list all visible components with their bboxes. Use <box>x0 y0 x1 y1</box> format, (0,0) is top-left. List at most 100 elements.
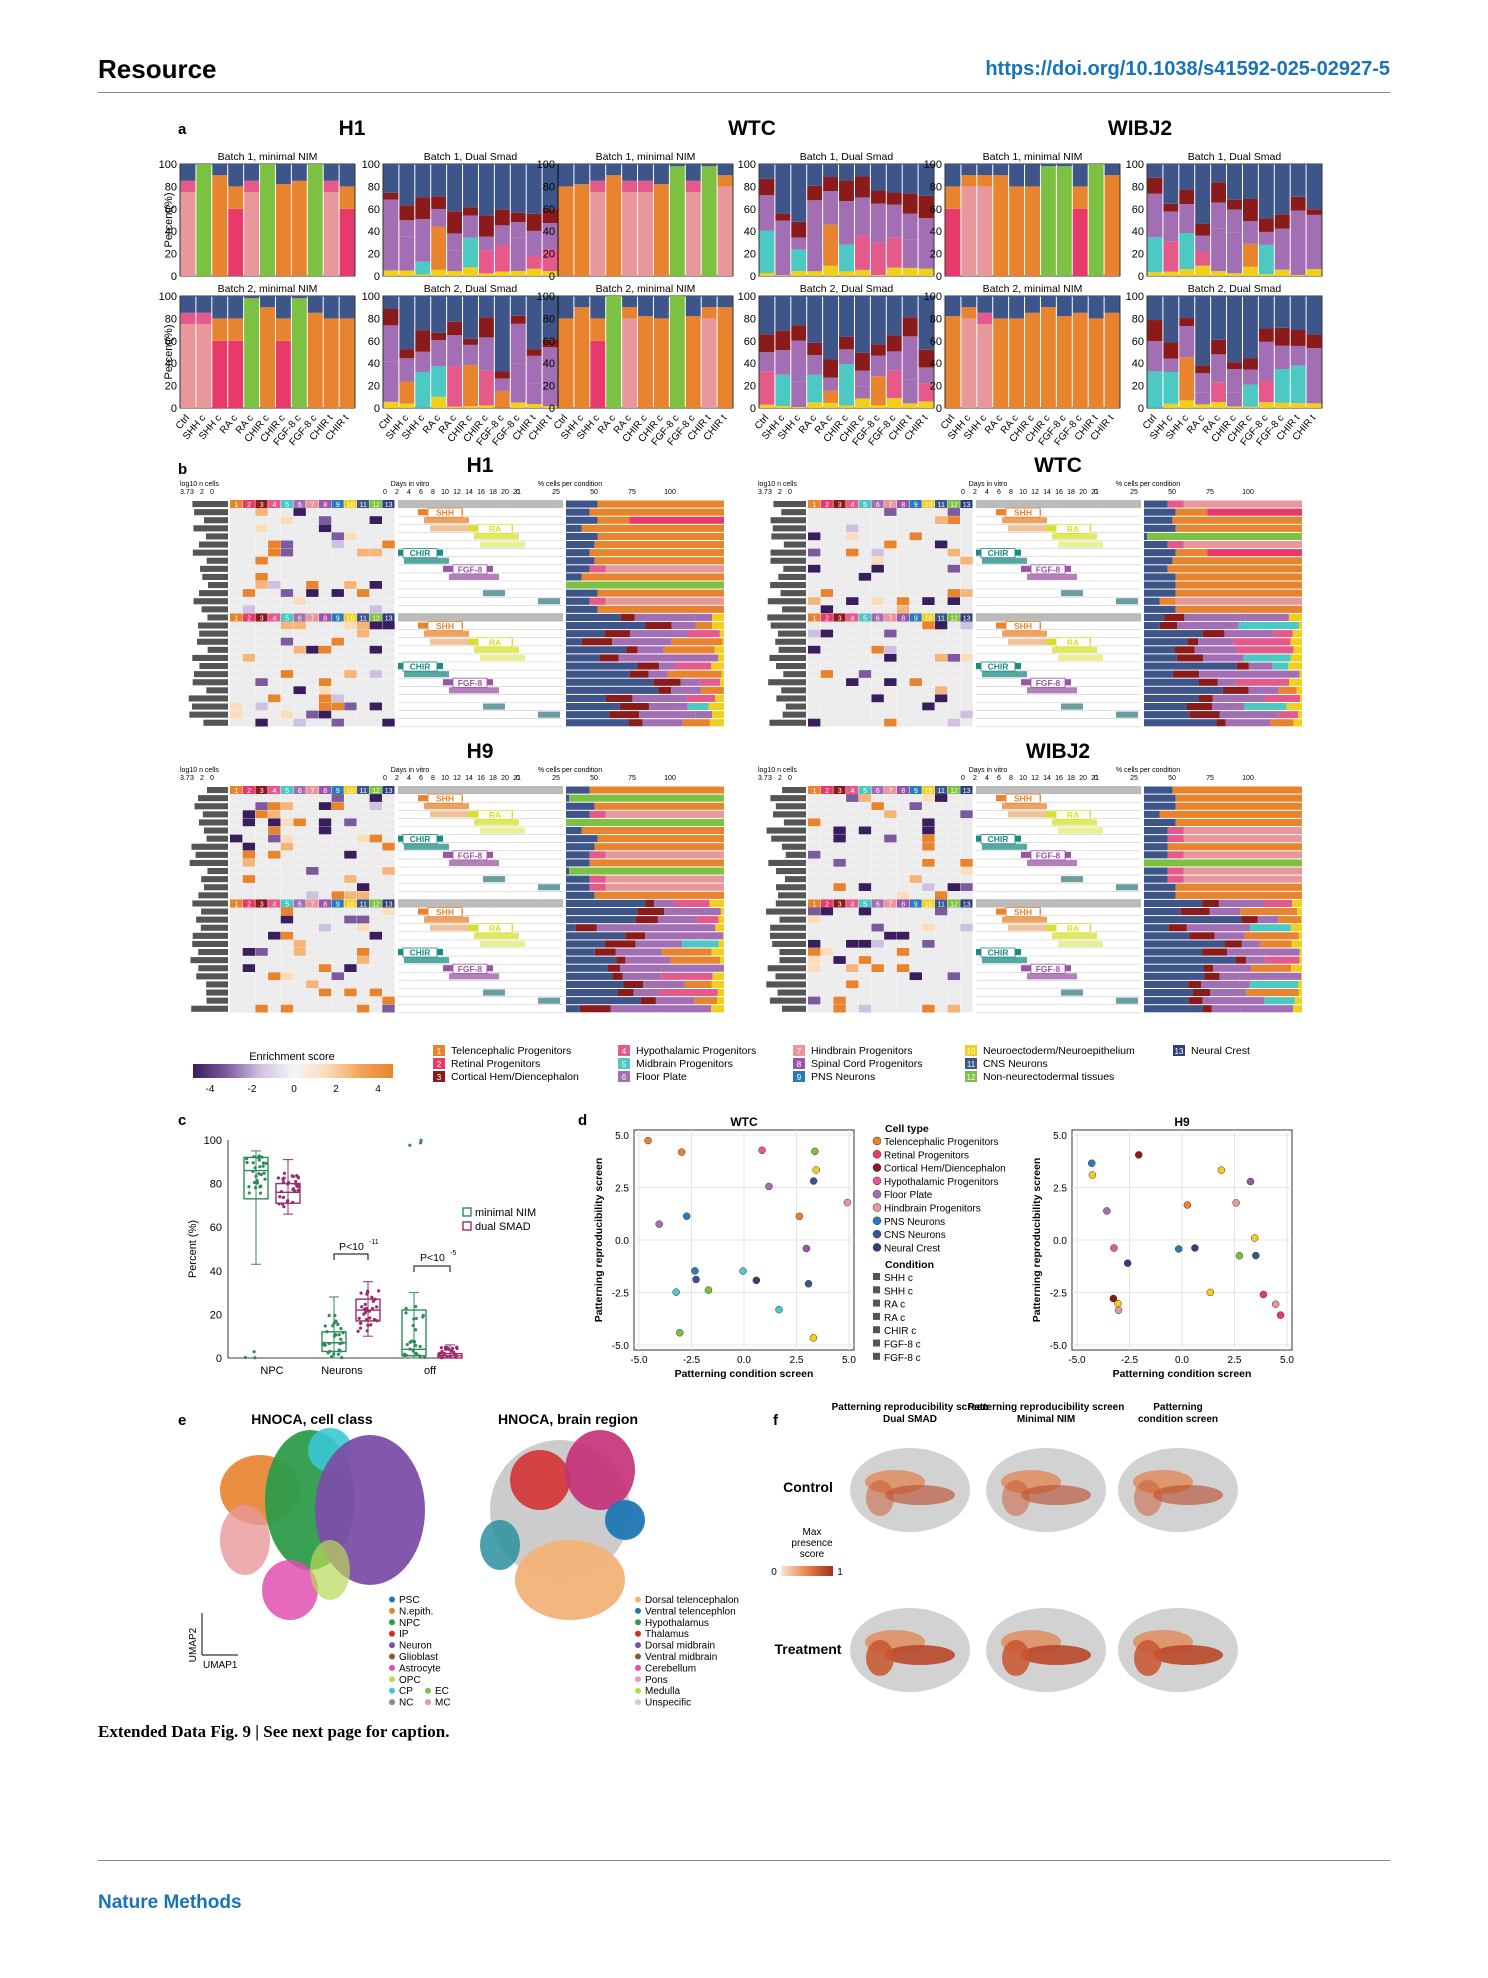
percent-segment <box>1257 916 1279 924</box>
umap-axes <box>201 1613 238 1656</box>
column-header-swatch <box>884 899 897 908</box>
heatmap-cell <box>382 883 395 891</box>
bar-segment <box>902 336 918 380</box>
y-tick-label: 100 <box>537 159 555 171</box>
heatmap-cell <box>293 702 306 711</box>
heatmap-cell <box>896 948 910 956</box>
cell-line-title: WTC <box>1034 454 1082 477</box>
heatmap-cell <box>318 670 332 678</box>
column-number: 6 <box>876 502 880 509</box>
bar-segment <box>463 338 478 345</box>
percent-segment <box>1248 662 1273 670</box>
umap-cluster <box>885 1485 955 1505</box>
column-header-swatch <box>318 500 332 509</box>
data-point <box>372 1317 376 1322</box>
heatmap-cell <box>858 710 872 719</box>
bar-segment <box>478 296 494 318</box>
heatmap-cell <box>884 834 897 843</box>
heatmap-cell <box>884 694 897 703</box>
heatmap-cell <box>960 826 973 835</box>
tick-label: 8 <box>1009 775 1013 782</box>
heatmap-cell <box>846 694 859 703</box>
percent-segment <box>1144 794 1176 802</box>
bar-segment <box>759 178 775 196</box>
percent-segment <box>655 997 695 1005</box>
cell-count-bar <box>767 598 806 605</box>
heatmap-cell <box>960 972 973 981</box>
morphogen-bar <box>982 957 1027 964</box>
heatmap-cell <box>909 802 922 810</box>
y-tick-label: 40 <box>165 226 177 238</box>
column-number: 10 <box>925 502 933 509</box>
heatmap-cell <box>871 508 884 516</box>
heatmap-cell <box>331 662 344 670</box>
celltype-name: PNS Neurons <box>811 1071 875 1083</box>
percent-segment <box>664 908 681 916</box>
heatmap-cell <box>884 802 897 810</box>
heatmap-cell <box>884 818 897 827</box>
celltype-number: 11 <box>967 1060 976 1069</box>
heatmap-cell <box>884 826 897 835</box>
tick-label: 4 <box>985 489 989 496</box>
bar-segment <box>961 175 977 187</box>
column-number: 9 <box>914 502 918 509</box>
percent-segment <box>566 508 590 516</box>
heatmap-cell <box>331 883 344 891</box>
heatmap-cell <box>230 931 243 940</box>
heatmap-cell <box>884 540 897 549</box>
percent-segment <box>657 916 697 924</box>
heatmap-cell <box>369 850 383 859</box>
heatmap-cell <box>293 956 306 964</box>
cell-count-bar <box>779 957 806 964</box>
heatmap-cell <box>230 972 243 981</box>
heatmap-cell <box>909 964 922 972</box>
heatmap-cell <box>306 931 319 940</box>
column-header-swatch <box>382 613 395 622</box>
percent-segment <box>1296 686 1302 694</box>
bar-segment <box>228 340 244 408</box>
y-tick-label: 80 <box>744 181 756 193</box>
bar-segment <box>902 296 918 318</box>
y-tick-label: 20 <box>543 381 555 393</box>
doi-link[interactable]: https://doi.org/10.1038/s41592-025-02927… <box>985 58 1390 80</box>
heatmap-cell <box>934 670 948 678</box>
bar-segment <box>1211 164 1227 183</box>
heatmap-cell <box>268 875 281 883</box>
heatmap-cell <box>306 686 319 695</box>
heatmap-cell <box>846 637 859 646</box>
percent-segment <box>566 565 590 573</box>
y-tick-label: 40 <box>210 1266 222 1278</box>
morphogen-bar <box>1002 916 1047 923</box>
bar-segment <box>196 324 212 408</box>
y-tick-label: 40 <box>543 358 555 370</box>
heatmap-cell <box>871 694 884 703</box>
data-point <box>279 1190 284 1194</box>
morphogen-tag <box>1055 637 1091 648</box>
y-tick-label: 60 <box>744 204 756 216</box>
heatmap-cell <box>344 850 357 859</box>
heatmap-cell <box>896 702 910 711</box>
legend-label: SHH c <box>884 1286 913 1297</box>
heatmap-cell <box>947 621 961 630</box>
bar-segment <box>415 351 431 372</box>
bar-segment <box>701 318 717 408</box>
bar-segment <box>870 242 886 276</box>
heatmap-cell <box>871 605 884 614</box>
heatmap-cell <box>255 826 268 835</box>
heatmap-cell <box>909 842 922 851</box>
heatmap-cell <box>896 826 910 835</box>
percent-segment <box>680 678 700 686</box>
percent-segment <box>1211 1005 1241 1013</box>
heatmap-cell <box>909 670 922 678</box>
bar-segment <box>1056 164 1072 167</box>
column-header-swatch <box>382 500 395 509</box>
data-point <box>356 1329 360 1333</box>
bar-segment <box>590 296 606 319</box>
heatmap-cell <box>820 931 834 940</box>
bar-segment <box>1025 164 1040 187</box>
heatmap-cell <box>255 670 268 678</box>
data-point <box>251 1169 255 1174</box>
data-point <box>404 1306 408 1311</box>
bar-segment <box>653 164 669 185</box>
bar-segment <box>759 230 775 273</box>
